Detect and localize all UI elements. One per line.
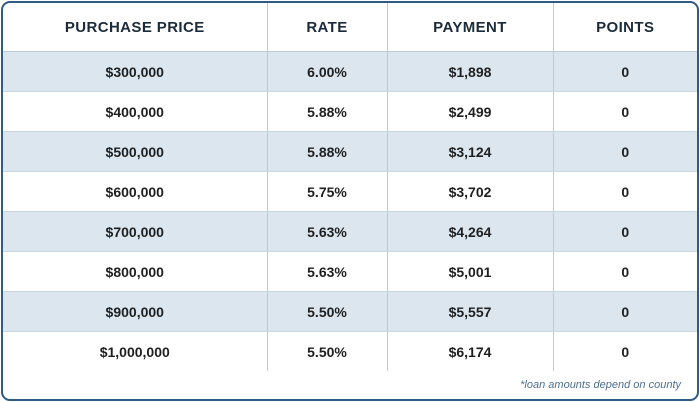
cell-purchase-price: $900,000 xyxy=(3,291,267,332)
cell-purchase-price: $500,000 xyxy=(3,131,267,172)
cell-purchase-price: $1,000,000 xyxy=(3,331,267,371)
table-row: $400,000 5.88% $2,499 0 xyxy=(3,91,697,132)
cell-payment: $4,264 xyxy=(386,211,553,252)
cell-rate: 5.50% xyxy=(266,331,387,371)
footnote: *loan amounts depend on county xyxy=(520,379,681,391)
cell-purchase-price: $600,000 xyxy=(3,171,267,212)
cell-rate: 6.00% xyxy=(266,51,387,92)
cell-points: 0 xyxy=(552,291,697,332)
cell-purchase-price: $700,000 xyxy=(3,211,267,252)
cell-rate: 5.75% xyxy=(266,171,387,212)
cell-rate: 5.63% xyxy=(266,251,387,292)
cell-points: 0 xyxy=(552,211,697,252)
header-payment: PAYMENT xyxy=(386,3,553,52)
cell-points: 0 xyxy=(552,251,697,292)
cell-points: 0 xyxy=(552,331,697,371)
table-row: $800,000 5.63% $5,001 0 xyxy=(3,251,697,292)
cell-payment: $3,702 xyxy=(386,171,553,212)
cell-payment: $3,124 xyxy=(386,131,553,172)
cell-rate: 5.88% xyxy=(266,91,387,132)
cell-purchase-price: $300,000 xyxy=(3,51,267,92)
cell-payment: $5,001 xyxy=(386,251,553,292)
header-purchase-price: PURCHASE PRICE xyxy=(3,3,267,52)
cell-rate: 5.63% xyxy=(266,211,387,252)
table-row: $500,000 5.88% $3,124 0 xyxy=(3,131,697,172)
header-points: POINTS xyxy=(552,3,697,52)
table-header-row: PURCHASE PRICE RATE PAYMENT POINTS xyxy=(3,3,697,52)
cell-purchase-price: $400,000 xyxy=(3,91,267,132)
table-row: $1,000,000 5.50% $6,174 0 xyxy=(3,331,697,371)
rate-table: PURCHASE PRICE RATE PAYMENT POINTS $300,… xyxy=(3,3,697,371)
cell-purchase-price: $800,000 xyxy=(3,251,267,292)
table-row: $700,000 5.63% $4,264 0 xyxy=(3,211,697,252)
cell-payment: $1,898 xyxy=(386,51,553,92)
cell-rate: 5.88% xyxy=(266,131,387,172)
table-row: $900,000 5.50% $5,557 0 xyxy=(3,291,697,332)
cell-rate: 5.50% xyxy=(266,291,387,332)
cell-payment: $2,499 xyxy=(386,91,553,132)
cell-points: 0 xyxy=(552,51,697,92)
table-row: $600,000 5.75% $3,702 0 xyxy=(3,171,697,212)
header-rate: RATE xyxy=(266,3,387,52)
cell-points: 0 xyxy=(552,171,697,212)
table-row: $300,000 6.00% $1,898 0 xyxy=(3,51,697,92)
cell-payment: $5,557 xyxy=(386,291,553,332)
cell-points: 0 xyxy=(552,131,697,172)
cell-points: 0 xyxy=(552,91,697,132)
cell-payment: $6,174 xyxy=(386,331,553,371)
